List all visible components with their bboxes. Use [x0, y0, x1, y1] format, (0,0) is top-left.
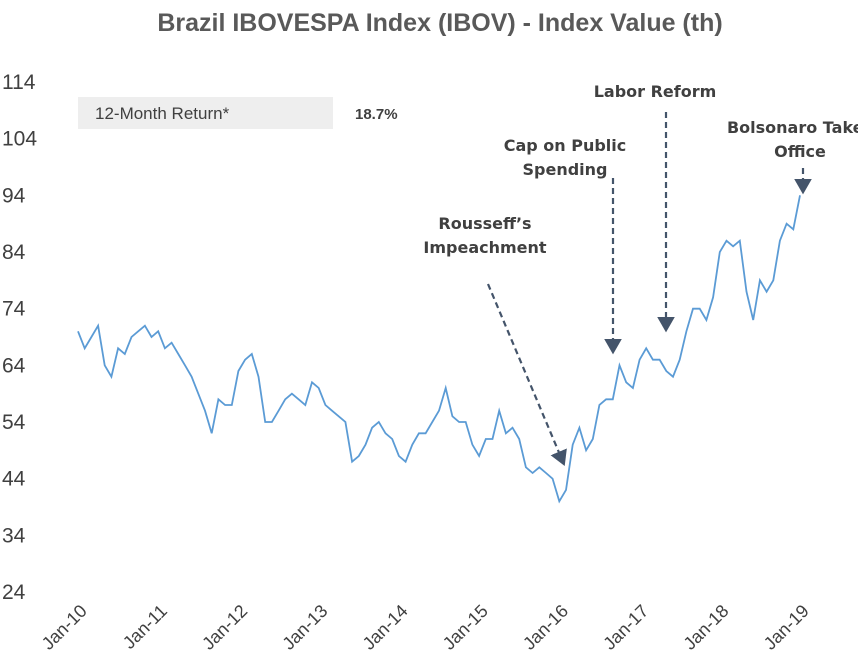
- y-tick-label: 94: [2, 184, 26, 207]
- return-value: 18.7%: [355, 106, 398, 123]
- annotation: Bolsonaro Takes Office: [726, 118, 858, 161]
- arrow: [486, 283, 567, 467]
- return-box: [78, 97, 333, 129]
- x-tick-label: Jan-18: [680, 601, 733, 654]
- y-tick-label: 114: [2, 71, 36, 94]
- y-tick-label: 84: [2, 241, 26, 264]
- x-tick-label: Jan-12: [198, 601, 251, 654]
- price-line: [77, 195, 801, 504]
- y-tick-label: 74: [2, 298, 26, 321]
- arrows: [486, 112, 812, 467]
- y-tick-label: 54: [2, 411, 26, 434]
- x-tick-label: Jan-17: [599, 601, 652, 654]
- y-tick-label: 104: [2, 128, 37, 151]
- y-tick-label: 24: [2, 581, 26, 604]
- return-label: 12-Month Return*: [95, 104, 230, 123]
- x-tick-label: Jan-13: [278, 601, 331, 654]
- y-tick-label: 34: [2, 524, 26, 547]
- x-tick-label: Jan-11: [119, 601, 171, 653]
- annotation: Labor Reform: [593, 82, 717, 101]
- annotation: Cap on Public Spending: [503, 136, 627, 179]
- annotation: Rousseff’s Impeachment: [423, 214, 547, 257]
- chart-title: Brazil IBOVESPA Index (IBOV) - Index Val…: [157, 9, 723, 37]
- x-tick-label: Jan-16: [519, 601, 572, 654]
- x-tick-label: Jan-10: [38, 601, 91, 654]
- x-tick-label: Jan-15: [439, 601, 492, 654]
- y-tick-label: 44: [2, 468, 26, 491]
- x-tick-label: Jan-19: [760, 601, 813, 654]
- x-tick-label: Jan-14: [359, 601, 412, 654]
- y-tick-label: 64: [2, 354, 26, 377]
